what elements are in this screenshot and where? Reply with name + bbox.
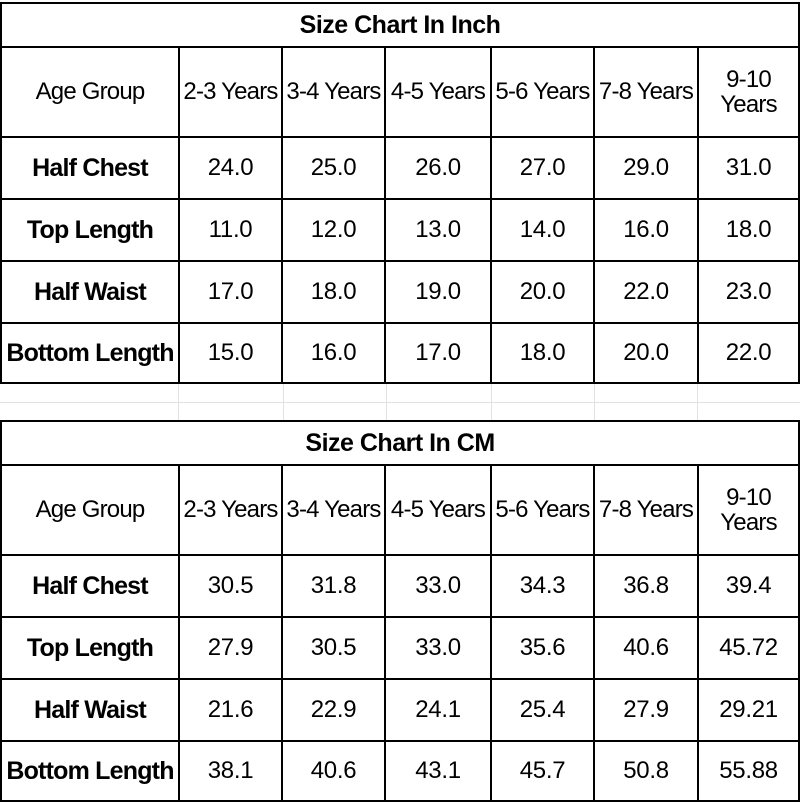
- table-cell: 24.0: [178, 136, 283, 200]
- table-cell: 50.8: [593, 740, 699, 802]
- table-cell: 45.72: [696, 616, 800, 680]
- table-row: Half Chest 30.5 31.8 33.0 34.3 36.8 39.4: [0, 554, 800, 618]
- size-chart-inch-table: Size Chart In Inch Age Group 2-3 Years 3…: [0, 2, 800, 384]
- table-cell: 11.0: [178, 198, 283, 262]
- table-cell: 24.1: [384, 678, 492, 742]
- gridline: [283, 384, 284, 420]
- table-cell: 19.0: [384, 260, 492, 324]
- table-cell: 20.0: [593, 322, 699, 384]
- table-row: Half Chest 24.0 25.0 26.0 27.0 29.0 31.0: [0, 136, 800, 200]
- table-cell: 36.8: [593, 554, 699, 618]
- table-cell: 17.0: [384, 322, 492, 384]
- table-cell: 18.0: [281, 260, 386, 324]
- row-label: Top Length: [0, 616, 180, 680]
- column-header: 9-10 Years: [696, 464, 800, 556]
- row-label: Top Length: [0, 198, 180, 262]
- table-cell: 13.0: [384, 198, 492, 262]
- column-header: 5-6 Years: [490, 464, 595, 556]
- row-label: Half Chest: [0, 136, 180, 200]
- column-header: 3-4 Years: [281, 46, 386, 138]
- table-row: Top Length 11.0 12.0 13.0 14.0 16.0 18.0: [0, 198, 800, 262]
- table-cell: 39.4: [696, 554, 800, 618]
- age-group-header: Age Group: [0, 46, 180, 138]
- gridline: [178, 384, 179, 420]
- gridline: [491, 384, 492, 420]
- table-cell: 55.88: [696, 740, 800, 802]
- table-cell: 25.4: [490, 678, 595, 742]
- table-cell: 33.0: [384, 616, 492, 680]
- table-row: Bottom Length 15.0 16.0 17.0 18.0 20.0 2…: [0, 322, 800, 384]
- table-cell: 25.0: [281, 136, 386, 200]
- column-header: 2-3 Years: [178, 464, 283, 556]
- table-cell: 23.0: [696, 260, 800, 324]
- table-cell: 43.1: [384, 740, 492, 802]
- table-cell: 22.0: [593, 260, 699, 324]
- table-cell: 27.9: [593, 678, 699, 742]
- column-header: 4-5 Years: [384, 46, 492, 138]
- row-label: Bottom Length: [0, 322, 180, 384]
- column-header: 5-6 Years: [490, 46, 595, 138]
- table-cell: 34.3: [490, 554, 595, 618]
- table-cell: 22.0: [696, 322, 800, 384]
- gridline: [697, 384, 698, 420]
- table-cell: 15.0: [178, 322, 283, 384]
- age-group-header: Age Group: [0, 464, 180, 556]
- table-row: Half Waist 21.6 22.9 24.1 25.4 27.9 29.2…: [0, 678, 800, 742]
- table-cell: 27.9: [178, 616, 283, 680]
- gridline: [0, 402, 800, 403]
- table-cell: 18.0: [696, 198, 800, 262]
- table-cell: 29.0: [593, 136, 699, 200]
- header-row: Age Group 2-3 Years 3-4 Years 4-5 Years …: [0, 464, 800, 556]
- column-header: 9-10 Years: [696, 46, 800, 138]
- table-cell: 29.21: [696, 678, 800, 742]
- table-cell: 31.0: [696, 136, 800, 200]
- table-cell: 21.6: [178, 678, 283, 742]
- table-cell: 30.5: [281, 616, 386, 680]
- table-cell: 26.0: [384, 136, 492, 200]
- table-cell: 17.0: [178, 260, 283, 324]
- table-cell: 30.5: [178, 554, 283, 618]
- table-row: Half Waist 17.0 18.0 19.0 20.0 22.0 23.0: [0, 260, 800, 324]
- table-cell: 18.0: [490, 322, 595, 384]
- table-cell: 12.0: [281, 198, 386, 262]
- row-label: Half Waist: [0, 260, 180, 324]
- table-title: Size Chart In Inch: [0, 2, 800, 48]
- table-cell: 35.6: [490, 616, 595, 680]
- table-cell: 33.0: [384, 554, 492, 618]
- table-cell: 16.0: [593, 198, 699, 262]
- gridline: [594, 384, 595, 420]
- table-row: Bottom Length 38.1 40.6 43.1 45.7 50.8 5…: [0, 740, 800, 802]
- table-title: Size Chart In CM: [0, 420, 800, 466]
- table-cell: 27.0: [490, 136, 595, 200]
- table-cell: 20.0: [490, 260, 595, 324]
- column-header: 7-8 Years: [593, 464, 699, 556]
- table-cell: 45.7: [490, 740, 595, 802]
- column-header: 7-8 Years: [593, 46, 699, 138]
- table-cell: 40.6: [281, 740, 386, 802]
- row-label: Half Waist: [0, 678, 180, 742]
- header-row: Age Group 2-3 Years 3-4 Years 4-5 Years …: [0, 46, 800, 138]
- column-header: 3-4 Years: [281, 464, 386, 556]
- table-cell: 40.6: [593, 616, 699, 680]
- table-cell: 16.0: [281, 322, 386, 384]
- table-cell: 14.0: [490, 198, 595, 262]
- table-cell: 31.8: [281, 554, 386, 618]
- table-cell: 22.9: [281, 678, 386, 742]
- table-row: Top Length 27.9 30.5 33.0 35.6 40.6 45.7…: [0, 616, 800, 680]
- row-label: Bottom Length: [0, 740, 180, 802]
- gridline: [386, 384, 387, 420]
- spreadsheet-gap: [0, 384, 800, 420]
- row-label: Half Chest: [0, 554, 180, 618]
- column-header: 4-5 Years: [384, 464, 492, 556]
- size-chart-cm-table: Size Chart In CM Age Group 2-3 Years 3-4…: [0, 420, 800, 802]
- column-header: 2-3 Years: [178, 46, 283, 138]
- table-cell: 38.1: [178, 740, 283, 802]
